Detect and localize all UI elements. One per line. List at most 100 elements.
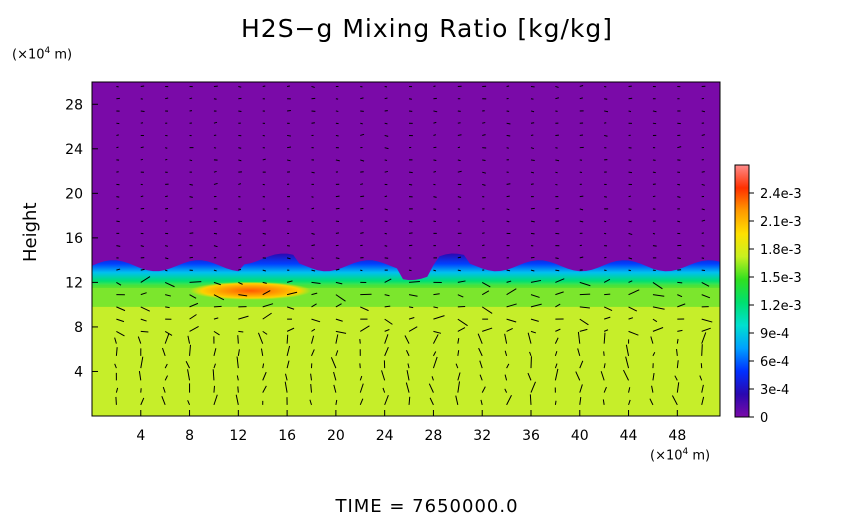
wind-vector (189, 196, 193, 198)
wind-vector (406, 370, 410, 381)
wind-vector (649, 398, 654, 406)
wind-vector (677, 220, 681, 223)
wind-vector (140, 146, 144, 149)
wind-vector (382, 387, 386, 393)
colorbar-tick-label: 6e-4 (760, 355, 789, 370)
wind-vector (286, 280, 293, 283)
wind-vector (213, 348, 217, 357)
wind-vector (623, 369, 629, 381)
wind-vector (651, 385, 654, 393)
wind-vector (189, 159, 193, 162)
wind-vector (579, 318, 589, 326)
wind-vector (433, 293, 440, 296)
wind-vector (165, 195, 168, 198)
wind-vector (237, 386, 239, 393)
wind-vector (433, 330, 442, 334)
wind-vector (457, 318, 468, 327)
colorbar-tick-label: 2.4e-3 (760, 187, 802, 202)
wind-vector (262, 303, 274, 308)
wind-vector (116, 245, 121, 247)
wind-vector (262, 232, 266, 235)
wind-vector (433, 110, 438, 113)
wind-vector (116, 146, 119, 149)
wind-vector (360, 97, 364, 100)
wind-vector (140, 356, 144, 369)
wind-vector (286, 159, 291, 162)
wind-vector (530, 279, 542, 283)
wind-vector (530, 207, 535, 210)
wind-vector (579, 220, 584, 223)
wind-vector (506, 220, 510, 223)
wind-vector (384, 318, 393, 325)
wind-vector (455, 363, 459, 369)
colorbar-tick-label: 2.1e-3 (760, 215, 802, 230)
wind-vector (408, 98, 412, 100)
wind-vector (555, 303, 561, 308)
wind-vector (140, 195, 144, 198)
wind-vector (384, 347, 389, 357)
wind-vector (165, 306, 170, 309)
wind-vector (384, 134, 389, 137)
wind-vector (628, 220, 632, 223)
wind-vector (311, 292, 318, 296)
wind-vector (311, 318, 321, 323)
wind-vector (457, 372, 461, 381)
wind-vector (213, 317, 219, 320)
wind-vector (555, 257, 559, 259)
wind-vector (189, 281, 202, 283)
wind-vector (335, 134, 339, 137)
wind-vector (114, 337, 117, 344)
wind-vector (579, 256, 584, 259)
wind-vector (602, 399, 605, 405)
wind-vector (652, 110, 657, 113)
wind-vector (652, 281, 663, 290)
wind-vector (213, 98, 217, 100)
wind-vector (408, 317, 415, 320)
wind-vector (408, 326, 418, 332)
wind-vector (330, 357, 337, 369)
wind-vector (311, 196, 314, 198)
wind-vector (213, 394, 218, 406)
y-tick-label: 16 (65, 231, 83, 247)
wind-vector (140, 158, 144, 161)
wind-vector (477, 333, 483, 344)
wind-vector (579, 97, 583, 100)
x-tick-label: 28 (425, 428, 443, 444)
wind-vector (628, 330, 639, 336)
wind-vector (165, 147, 168, 149)
wind-vector (628, 195, 631, 198)
wind-vector (335, 350, 339, 357)
wind-vector (359, 398, 364, 406)
wind-vector (433, 134, 437, 136)
wind-vector (164, 375, 168, 381)
wind-vector (432, 356, 438, 369)
wind-vector (189, 183, 193, 186)
wind-vector (506, 395, 512, 406)
wind-vector (335, 281, 343, 285)
wind-vector (579, 84, 584, 87)
wind-vector (165, 245, 169, 247)
wind-vector (457, 256, 462, 259)
wind-vector (236, 375, 239, 381)
wind-vector (286, 334, 289, 344)
wind-vector (482, 232, 485, 234)
wind-vector (238, 268, 242, 271)
wind-vector (530, 159, 535, 162)
wind-vector (189, 314, 197, 320)
wind-vector (238, 294, 248, 297)
wind-vector (701, 208, 705, 211)
wind-vector (189, 207, 193, 210)
wind-vector (409, 280, 420, 283)
wind-vector (579, 281, 591, 287)
wind-vector (628, 257, 633, 260)
colorbar-tick-label: 1.2e-3 (760, 299, 802, 314)
wind-vector (701, 219, 706, 222)
wind-vector (554, 363, 558, 369)
wind-vector (604, 293, 611, 296)
green-layer (92, 284, 720, 307)
wind-vector (189, 294, 197, 299)
wind-vector (161, 396, 166, 406)
wind-vector (335, 207, 340, 210)
wind-vector (530, 147, 534, 150)
